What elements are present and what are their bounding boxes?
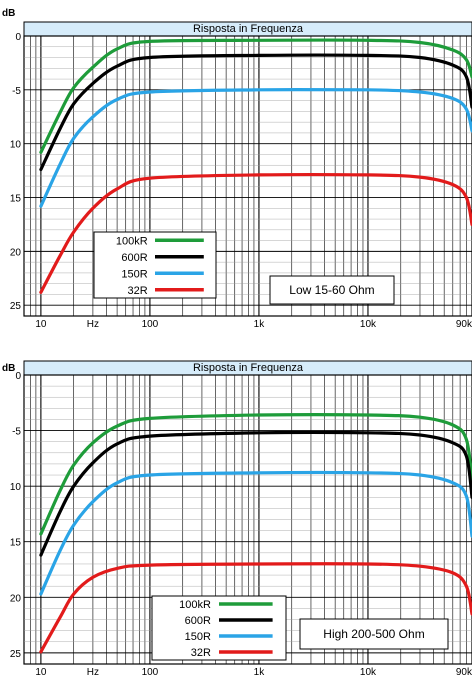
y-tick-label: -5 xyxy=(12,427,21,438)
legend-box xyxy=(151,595,287,661)
legend-label: 150R xyxy=(185,631,211,643)
chart-title: Risposta in Frequenza xyxy=(193,23,304,35)
series-line-100kr xyxy=(39,413,472,536)
legend-label: 100kR xyxy=(116,235,148,247)
x-tick-label: 1k xyxy=(254,667,266,678)
series-line-32r xyxy=(39,562,472,654)
series-line-32r xyxy=(39,172,472,294)
y-tick-label: 10 xyxy=(10,482,22,493)
y-tick-label: 15 xyxy=(10,194,22,205)
y-axis-label: dB xyxy=(2,8,15,19)
x-tick-label: 1k xyxy=(254,319,266,330)
legend-label: 150R xyxy=(121,268,147,280)
y-tick-label: 20 xyxy=(10,593,22,604)
y-tick-label: 10 xyxy=(10,140,22,151)
x-tick-label: 100 xyxy=(142,667,159,678)
series-line-600r xyxy=(39,53,472,172)
x-tick-label: 10 xyxy=(35,667,47,678)
y-tick-label: 15 xyxy=(10,538,22,549)
legend-box xyxy=(93,231,217,299)
chart-title: Risposta in Frequenza xyxy=(193,362,304,374)
x-tick-label: 10k xyxy=(360,667,377,678)
y-tick-label: -5 xyxy=(12,86,21,97)
annotation-box xyxy=(299,618,449,650)
legend-label: 100kR xyxy=(179,599,211,611)
x-tick-label: 100 xyxy=(142,319,159,330)
legend-label: 32R xyxy=(191,647,211,659)
y-tick-label: 0 xyxy=(15,371,21,382)
legend-label: 600R xyxy=(121,252,147,264)
x-tick-label: Hz xyxy=(87,319,99,330)
x-tick-label: 90k xyxy=(456,667,472,678)
y-tick-label: 25 xyxy=(10,301,22,312)
annotation-text: High 200-500 Ohm xyxy=(323,627,424,641)
annotation-box xyxy=(269,275,395,305)
y-tick-label: 0 xyxy=(15,32,21,43)
x-tick-label: 10 xyxy=(35,319,47,330)
x-tick-label: 90k xyxy=(456,319,472,330)
chart-panel-high: Risposta in Frequenza dB0 -5 10 15 20 25 10 Hz 10… xyxy=(2,360,472,678)
series-line-600r xyxy=(39,430,472,557)
series-line-100kr xyxy=(39,38,472,154)
y-tick-label: 20 xyxy=(10,247,22,258)
chart-panel-low: Risposta in Frequenza dB 0 -5 10 15 20 25 10 Hz 10… xyxy=(2,8,472,330)
y-tick-label: 25 xyxy=(10,649,22,660)
y-axis-label: dB xyxy=(2,363,15,374)
series-line-150r xyxy=(39,87,472,208)
annotation-text: Low 15-60 Ohm xyxy=(289,283,374,297)
x-tick-label: Hz xyxy=(87,667,99,678)
series-line-150r xyxy=(39,470,472,596)
legend-label: 32R xyxy=(127,285,147,297)
x-tick-label: 10k xyxy=(360,319,377,330)
legend-label: 600R xyxy=(185,615,211,627)
